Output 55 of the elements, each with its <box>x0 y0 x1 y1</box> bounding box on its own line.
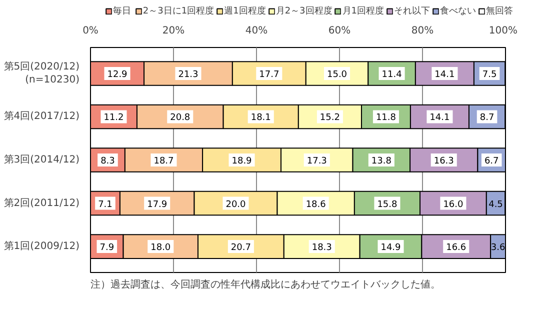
data-label: 14.9 <box>380 243 402 254</box>
data-label: 16.0 <box>443 200 464 210</box>
x-tick-label: 20% <box>162 26 185 36</box>
data-label: 11.4 <box>382 70 402 80</box>
data-label: 17.7 <box>259 70 280 80</box>
text: 注）過去調査は、今回調査の性年代構成比にあわせてウエイトバックした値。 <box>90 278 440 290</box>
legend-label: 毎日 <box>112 5 132 18</box>
data-label: 3.6 <box>490 243 506 254</box>
y-tick-label: 第2回(2011/12) <box>4 196 80 209</box>
legend-label: 週1回程度 <box>224 5 266 18</box>
data-label: 7.9 <box>100 243 114 254</box>
data-label: 11.2 <box>104 113 124 124</box>
data-label: 18.0 <box>150 243 171 254</box>
legend-label: 月2～3回程度 <box>276 5 332 18</box>
x-tick-label: 60% <box>328 26 351 36</box>
data-label: 18.6 <box>306 200 326 210</box>
data-label: 17.3 <box>306 156 327 166</box>
data-label: 20.7 <box>230 243 251 254</box>
data-label: 15.8 <box>377 200 398 210</box>
data-label: 16.3 <box>434 156 454 166</box>
data-label: 16.6 <box>446 243 466 254</box>
y-tick-label: 第1回(2009/12) <box>4 240 80 252</box>
data-label: 21.3 <box>178 70 198 80</box>
legend-label: 食べない <box>440 5 476 18</box>
data-label: 7.5 <box>482 70 497 80</box>
data-label: 6.7 <box>484 156 499 166</box>
legend-label: それ以下 <box>394 5 430 18</box>
data-label: 18.7 <box>154 156 174 166</box>
x-tick-label: 100% <box>488 26 518 36</box>
data-label: 11.8 <box>376 113 396 124</box>
data-label: 12.9 <box>107 70 128 80</box>
data-label: 18.9 <box>232 156 252 166</box>
data-label: 15.2 <box>320 113 340 124</box>
legend-label: 月1回程度 <box>342 5 384 18</box>
data-label: 7.1 <box>98 200 112 210</box>
data-label: 14.1 <box>434 70 455 80</box>
data-label: 4.5 <box>488 200 503 210</box>
data-label: 15.0 <box>326 70 348 80</box>
legend-label: 2～3日に1回程度 <box>142 5 214 18</box>
data-label: 18.1 <box>250 113 271 124</box>
data-label: 18.3 <box>312 243 332 254</box>
y-tick-label: 第3回(2014/12) <box>4 154 80 166</box>
data-label: 17.9 <box>147 200 168 210</box>
y-tick-label: 第4回(2017/12) <box>4 110 80 122</box>
data-label: 20.0 <box>226 200 246 210</box>
y-tick-label: 第5回(2020/12) (n=10230) <box>4 60 80 86</box>
data-label: 13.8 <box>371 156 392 166</box>
data-label: 8.7 <box>480 113 494 124</box>
data-label: 14.1 <box>430 113 450 124</box>
data-label: 8.3 <box>100 156 115 166</box>
x-tick-label: 80% <box>411 26 434 36</box>
x-tick-label: 0% <box>82 26 98 36</box>
legend-label: 無回答 <box>486 5 513 18</box>
x-tick-label: 40% <box>245 26 268 36</box>
data-label: 20.8 <box>170 113 190 124</box>
